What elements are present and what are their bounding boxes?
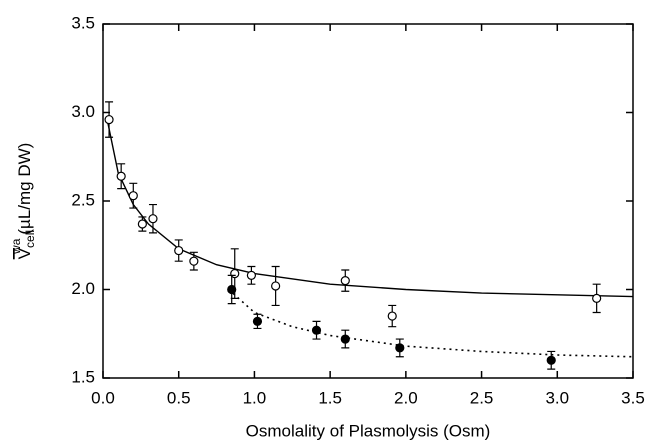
data-point bbox=[246, 270, 256, 280]
y-axis-title: Vcellwa (µL/mg DW) bbox=[9, 143, 37, 260]
data-point bbox=[189, 256, 199, 266]
data-point bbox=[128, 191, 138, 201]
y-axis-title-group: Vcellwa (µL/mg DW) bbox=[9, 143, 37, 260]
plot-frame bbox=[102, 23, 634, 379]
x-tick-label: 3.0 bbox=[545, 388, 569, 407]
data-point bbox=[104, 114, 114, 125]
x-tick-label: 1.5 bbox=[318, 388, 342, 407]
data-point bbox=[252, 316, 263, 326]
data-point bbox=[311, 325, 322, 335]
data-point bbox=[546, 355, 556, 365]
data-point bbox=[271, 281, 281, 291]
y-tick-label: 2.5 bbox=[71, 190, 95, 209]
x-tick-label: 1.0 bbox=[243, 388, 267, 407]
fit-curve bbox=[228, 288, 634, 358]
data-point bbox=[148, 214, 158, 224]
data-point bbox=[174, 245, 184, 256]
data-point bbox=[340, 276, 350, 286]
y-tick-label: 1.5 bbox=[71, 367, 95, 386]
y-symbol: V bbox=[15, 247, 34, 259]
x-tick-label: 0.0 bbox=[91, 388, 115, 407]
y-subscript: cell bbox=[23, 230, 37, 248]
y-unit: (µL/mg DW) bbox=[15, 143, 34, 235]
data-point bbox=[395, 343, 405, 353]
y-tick-label: 2.0 bbox=[71, 279, 95, 298]
x-axis-title: Osmolality of Plasmolysis (Osm) bbox=[246, 421, 491, 440]
x-tick-label: 2.0 bbox=[394, 388, 418, 407]
data-point bbox=[116, 171, 126, 181]
data-point bbox=[340, 334, 350, 344]
data-point bbox=[137, 219, 147, 229]
data-point bbox=[592, 293, 602, 303]
fit-curve bbox=[106, 121, 634, 298]
x-tick-label: 3.5 bbox=[621, 388, 645, 407]
x-tick-label: 2.5 bbox=[470, 388, 494, 407]
data-point bbox=[387, 311, 397, 321]
y-tick-label: 3.0 bbox=[71, 102, 95, 121]
y-superscript: wa bbox=[9, 238, 23, 255]
data-point bbox=[227, 284, 237, 295]
x-tick-label: 0.5 bbox=[167, 388, 191, 407]
y-tick-label: 3.5 bbox=[71, 13, 95, 32]
